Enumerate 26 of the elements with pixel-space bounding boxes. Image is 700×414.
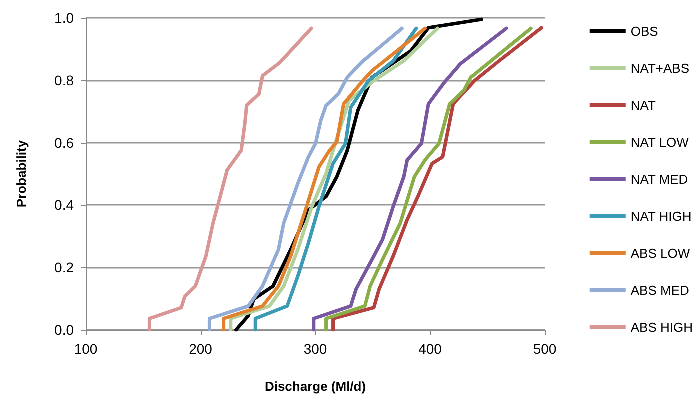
legend-label: ABS HIGH — [630, 320, 693, 335]
y-tick-label: 0.6 — [54, 134, 74, 151]
legend-label: NAT MED — [630, 172, 688, 187]
x-axis-title: Discharge (Ml/d) — [264, 379, 366, 394]
legend-label: NAT+ABS — [630, 61, 690, 76]
y-tick-label: 0.8 — [54, 72, 74, 88]
y-tick-label: 1.0 — [54, 10, 74, 26]
y-tick-label: 0.4 — [54, 197, 74, 214]
line-series — [312, 26, 508, 332]
y-tick-label: 0.0 — [54, 322, 74, 338]
legend-label: NAT — [630, 98, 656, 113]
x-tick-label: 200 — [189, 341, 213, 357]
legend-label: OBS — [630, 24, 659, 39]
x-tick-label: 300 — [304, 341, 328, 357]
x-tick-label: 500 — [533, 341, 557, 357]
legend-label: NAT LOW — [630, 135, 690, 150]
y-tick-label: 0.2 — [54, 260, 74, 276]
x-tick-label: 100 — [74, 341, 98, 357]
legend-label: NAT HIGH — [630, 209, 692, 224]
line-series — [208, 26, 404, 332]
x-tick-label: 400 — [418, 341, 442, 357]
line-series — [254, 26, 418, 332]
y-axis-title: Probability — [14, 140, 29, 208]
legend-label: ABS MED — [630, 283, 690, 298]
legend-label: ABS LOW — [630, 246, 691, 261]
line-series — [148, 26, 314, 332]
